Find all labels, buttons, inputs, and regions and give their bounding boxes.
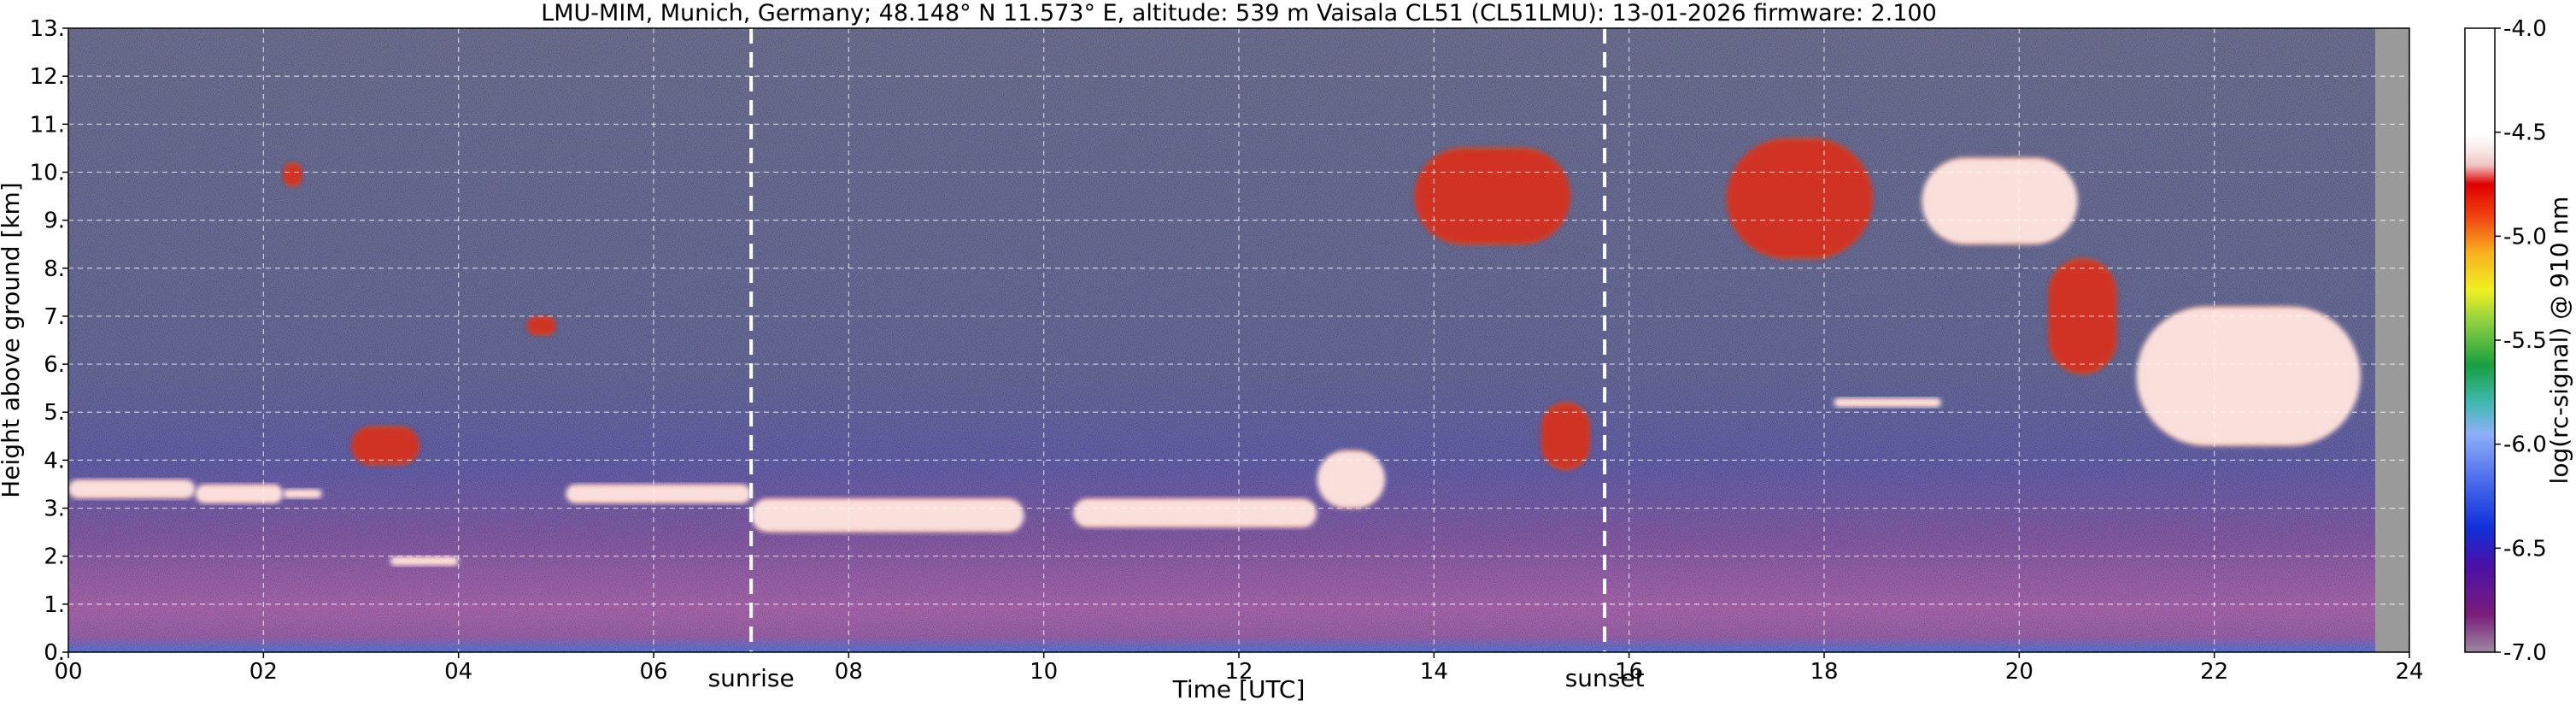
y-axis-ticks: 0. 1. 2. 3. 4. 5. 6. 7. 8. 9. 10. 11. 12. 13. bbox=[30, 16, 68, 666]
cloud-feature-layer bbox=[351, 427, 420, 465]
annotation-lines bbox=[749, 28, 1607, 652]
x-tick-label: 02 bbox=[249, 659, 278, 685]
colorbar-tick-label: -5.5 bbox=[2503, 328, 2547, 354]
y-tick-label: 3. bbox=[44, 497, 65, 522]
cloud-feature bbox=[68, 479, 196, 499]
cloud-feature bbox=[751, 498, 1024, 532]
x-tick-label: 24 bbox=[2395, 659, 2423, 685]
y-axis-label: Height above ground [km] bbox=[0, 182, 25, 498]
cloud-feature-layer bbox=[1834, 397, 1941, 408]
colorbar-label: log(rc-signal) @ 910 nm bbox=[2545, 197, 2573, 485]
cloud-feature-layer bbox=[1540, 403, 1590, 470]
y-tick-label: 6. bbox=[44, 352, 65, 378]
x-tick-label: 14 bbox=[1420, 659, 1448, 685]
colorbar-tick-label: -4.5 bbox=[2503, 121, 2547, 146]
x-tick-label: 00 bbox=[54, 659, 82, 685]
colorbar-gradient bbox=[2464, 27, 2496, 653]
cloud-feature bbox=[283, 489, 322, 499]
cloud-feature-layer bbox=[1317, 450, 1386, 509]
y-tick-label: 12. bbox=[30, 64, 65, 90]
cloud-feature bbox=[526, 315, 556, 336]
cloud-feature-layer bbox=[1072, 498, 1317, 527]
cloud-feature bbox=[1072, 498, 1317, 527]
chart-title: LMU-MIM, Munich, Germany; 48.148° N 11.5… bbox=[541, 0, 1937, 26]
y-tick-label: 13. bbox=[30, 16, 65, 42]
cloud-feature bbox=[1317, 450, 1386, 509]
colorbar-tick-label: -5.0 bbox=[2503, 224, 2547, 250]
x-tick-label: 20 bbox=[2005, 659, 2033, 685]
y-tick-label: 7. bbox=[44, 304, 65, 330]
cloud-feature bbox=[566, 484, 752, 503]
cloud-feature-layer bbox=[526, 315, 556, 336]
cloud-feature-layer bbox=[751, 498, 1024, 532]
x-tick-label: 22 bbox=[2200, 659, 2228, 685]
cloud-feature bbox=[195, 484, 284, 503]
cloud-feature-layer bbox=[68, 479, 196, 499]
plot-area bbox=[67, 27, 2410, 653]
cloud-feature bbox=[1726, 138, 1874, 259]
cloud-feature-layer bbox=[195, 484, 284, 503]
colorbar-tick-label: -4.0 bbox=[2503, 16, 2547, 42]
x-axis-ticks: 00 02 04 06 08 10 12 14 16 18 20 22 24 bbox=[54, 652, 2424, 685]
x-axis-label: Time [UTC] bbox=[1172, 675, 1306, 703]
y-tick-label: 4. bbox=[44, 448, 65, 474]
cloud-features bbox=[68, 138, 2361, 566]
y-tick-label: 0. bbox=[44, 640, 65, 666]
x-tick-label: 06 bbox=[639, 659, 667, 685]
cloud-feature-layer bbox=[390, 556, 459, 566]
y-tick-label: 10. bbox=[30, 160, 65, 185]
x-tick-label: 10 bbox=[1030, 659, 1058, 685]
cloud-feature-layer bbox=[283, 489, 322, 499]
y-tick-label: 11. bbox=[30, 112, 65, 138]
colorbar-tick-label: -6.0 bbox=[2503, 432, 2547, 458]
cloud-feature-layer bbox=[283, 162, 302, 187]
cloud-feature bbox=[1414, 148, 1571, 244]
x-tick-label: 12 bbox=[1224, 659, 1253, 685]
cloud-feature-layer bbox=[566, 484, 752, 503]
y-tick-label: 8. bbox=[44, 256, 65, 282]
cloud-feature-layer bbox=[1922, 157, 2078, 244]
cloud-feature bbox=[1922, 157, 2078, 244]
x-tick-label: 04 bbox=[444, 659, 472, 685]
cloud-feature-layer bbox=[2136, 306, 2361, 446]
y-tick-label: 1. bbox=[44, 592, 65, 618]
cloud-feature bbox=[2136, 306, 2361, 446]
colorbar-ticks: -4.0 -4.5 -5.0 -5.5 -6.0 -6.5 -7.0 bbox=[2495, 16, 2547, 666]
x-tick-label: 08 bbox=[835, 659, 863, 685]
annotation-label: sunset bbox=[1565, 664, 1645, 692]
no-data-region bbox=[2375, 28, 2409, 652]
cloud-feature bbox=[1834, 397, 1941, 408]
colorbar-tick-label: -6.5 bbox=[2503, 536, 2547, 562]
annotation-label: sunrise bbox=[708, 664, 795, 692]
cloud-feature bbox=[1540, 403, 1590, 470]
cloud-feature bbox=[351, 427, 420, 465]
x-tick-label: 16 bbox=[1615, 659, 1643, 685]
y-tick-label: 2. bbox=[44, 544, 65, 570]
y-tick-label: 5. bbox=[44, 400, 65, 426]
x-tick-label: 18 bbox=[1810, 659, 1838, 685]
cloud-feature bbox=[283, 162, 302, 187]
y-tick-label: 9. bbox=[44, 209, 65, 234]
colorbar: -4.0 -4.5 -5.0 -5.5 -6.0 -6.5 -7.0 log(rc-sign… bbox=[2464, 16, 2573, 666]
annotation-labels: sunrise sunset bbox=[708, 664, 1645, 692]
cloud-feature-layer bbox=[1726, 138, 1874, 259]
colorbar-tick-label: -7.0 bbox=[2503, 640, 2547, 666]
cloud-feature bbox=[390, 556, 459, 566]
cloud-feature-layer bbox=[1414, 148, 1571, 244]
